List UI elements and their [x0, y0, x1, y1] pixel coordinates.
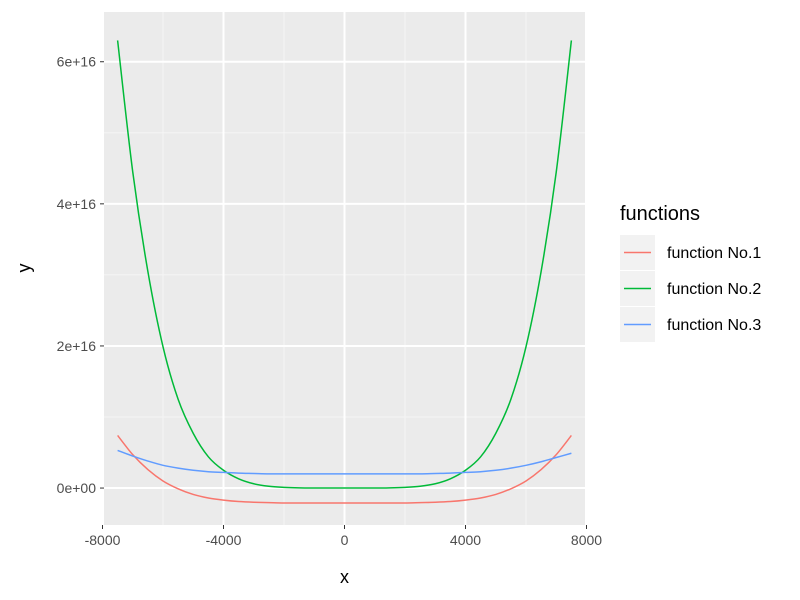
series-line-function-1	[117, 435, 572, 504]
y-tick-label: 6e+16	[57, 54, 97, 70]
x-tick-label: 0	[341, 532, 349, 548]
x-axis-ticks: -8000 -4000 0 4000 8000	[85, 525, 602, 548]
series-line-function-2	[116, 40, 573, 489]
x-tick-label: 4000	[450, 532, 481, 548]
y-tick-label: 2e+16	[57, 338, 97, 354]
y-axis-ticks: 0e+00 2e+16 4e+16 6e+16	[57, 54, 104, 496]
x-tick-label: -4000	[206, 532, 242, 548]
legend-label-function-1: function No.1	[667, 245, 761, 262]
y-tick-label: 4e+16	[57, 196, 97, 212]
legend-title: functions	[620, 203, 700, 225]
x-tick-label: -8000	[85, 532, 121, 548]
y-tick-label: 0e+00	[57, 480, 97, 496]
x-tick-label: 8000	[571, 532, 602, 548]
y-axis-title: y	[14, 264, 34, 273]
series-lines	[116, 40, 573, 504]
grid-major	[101, 12, 588, 525]
legend-label-function-3: function No.3	[667, 317, 761, 334]
legend: functions function No.1 function No.2 func…	[620, 203, 761, 342]
x-axis-title: x	[340, 567, 349, 587]
series-line-function-3	[117, 449, 572, 475]
legend-label-function-2: function No.2	[667, 281, 761, 298]
